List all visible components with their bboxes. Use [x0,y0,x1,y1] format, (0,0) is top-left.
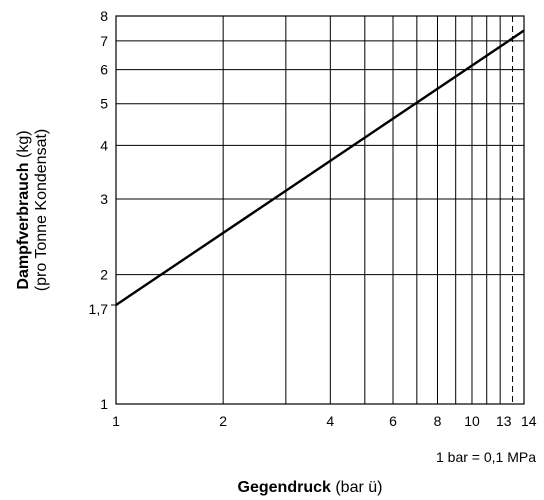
x-tick-label: 1 [112,413,120,429]
x-tick-label: 14 [521,413,537,429]
plot-frame [115,15,525,405]
y-tick-label: 5 [100,96,108,112]
y-tick-label: 7 [100,33,108,49]
y-axis-label-line2: (pro Tonne Kondensat) [33,129,50,291]
y-tick-label: 1,7 [89,301,109,317]
x-tick-label: 13 [496,413,512,429]
x-tick-label: 10 [464,413,480,429]
unit-note: 1 bar = 0,1 MPa [436,449,536,465]
x-tick-label: 4 [326,413,334,429]
grid [111,15,525,405]
x-tick-label: 2 [219,413,227,429]
y-tick-label: 1 [100,396,108,412]
y-axis-label-unit: (kg) [15,130,32,162]
y-tick-label: 2 [100,267,108,283]
y-axis-label-bold: Dampfverbrauch [15,162,32,289]
tick-labels: 1 2 4 6 8 10 13 14 1 1,7 2 3 4 5 6 7 8 [89,8,537,429]
x-axis-label: Gegendruck (bar ü) [238,479,383,496]
y-tick-label: 3 [100,191,108,207]
y-tick-label: 4 [100,137,108,153]
x-tick-label: 8 [434,413,442,429]
series-layer [115,29,525,306]
x-axis-label-bold: Gegendruck [238,479,331,496]
x-tick-label: 6 [389,413,397,429]
y-tick-label: 8 [100,8,108,24]
x-axis-label-unit: (bar ü) [331,479,383,496]
y-tick-label: 6 [100,62,108,78]
series-line [115,29,525,306]
y-axis-label: Dampfverbrauch (kg) [15,130,32,289]
